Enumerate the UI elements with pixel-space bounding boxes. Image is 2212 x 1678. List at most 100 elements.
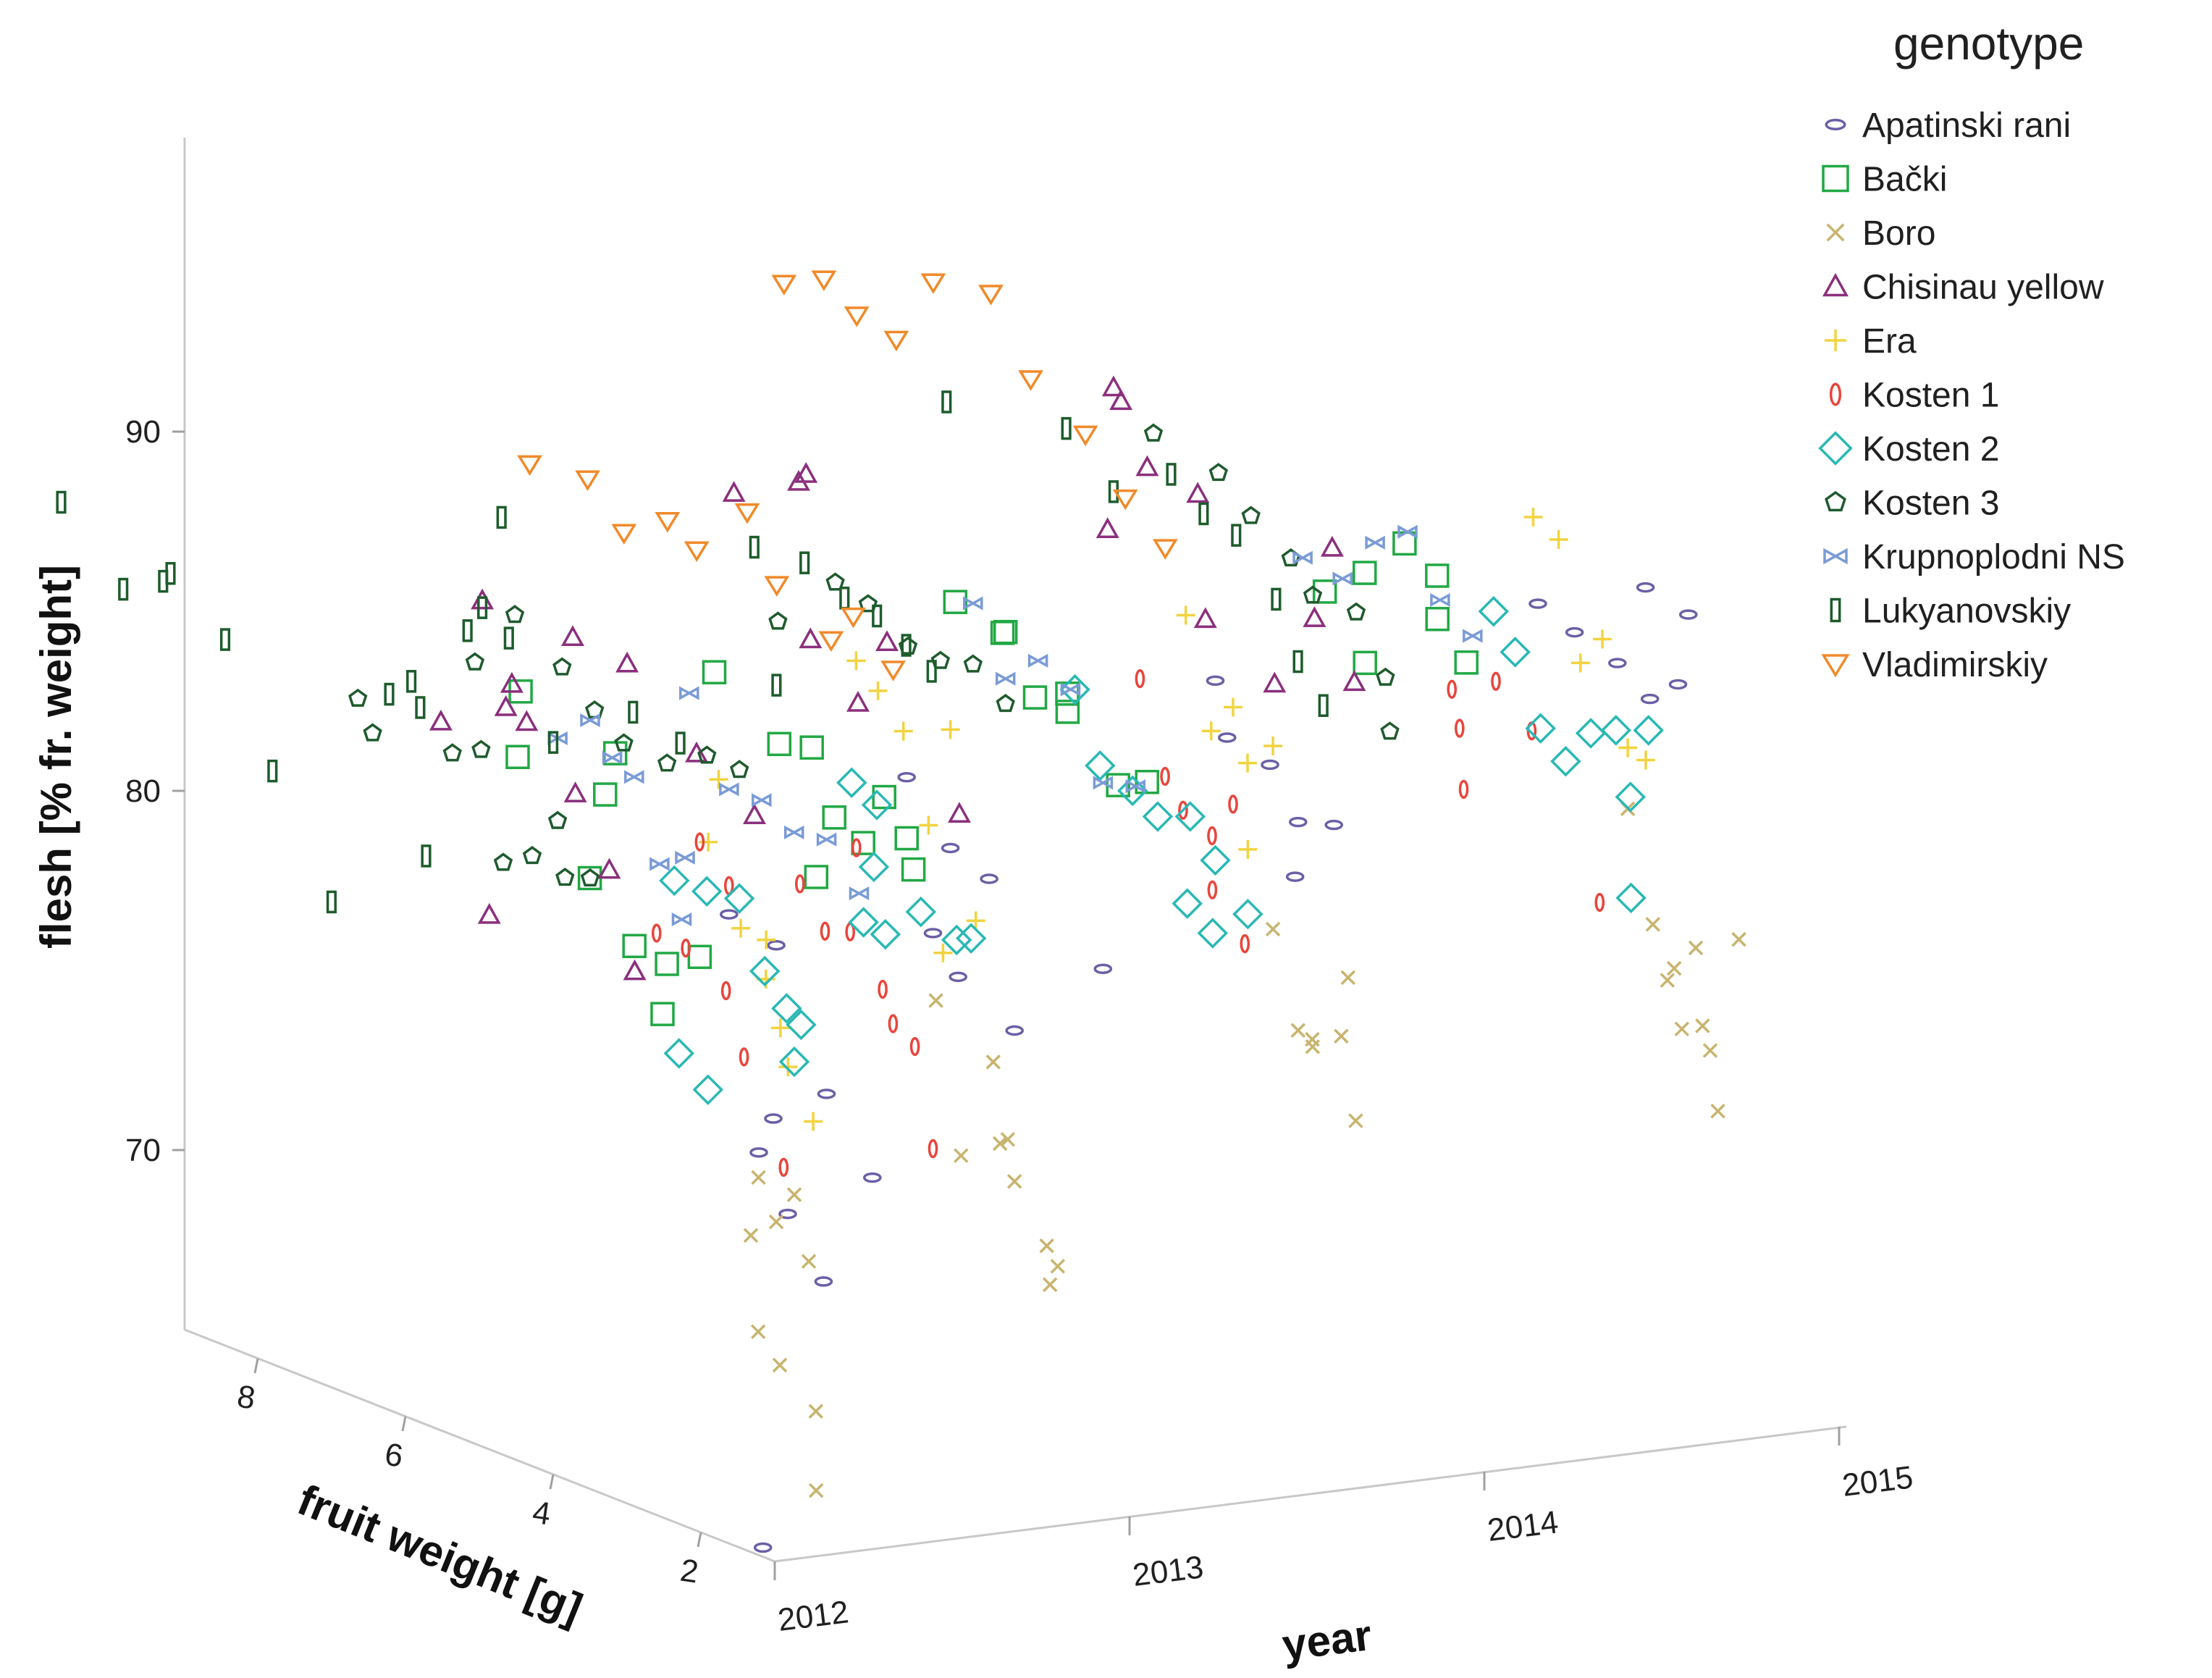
point-chisinau-yellow-18: [875, 630, 899, 651]
series-ba-ki: [505, 531, 1479, 1026]
legend-marker-era: [1825, 330, 1846, 351]
point-chisinau-yellow-28: [1342, 670, 1366, 692]
point-kosten-2-19: [1116, 775, 1148, 807]
point-kosten-1-27: [1594, 892, 1605, 913]
y-tick-label-6: 6: [382, 1437, 405, 1474]
point-kosten-2-28: [1525, 713, 1556, 744]
point-kosten-2-29: [1550, 746, 1581, 777]
point-kosten-3-17: [768, 611, 788, 630]
point-kosten-1-1: [681, 939, 691, 958]
data-points: [56, 270, 1746, 1553]
point-kosten-2-4: [771, 993, 802, 1024]
point-kosten-3-4: [493, 852, 513, 871]
point-lukyanovskiy-23: [901, 634, 912, 657]
point-ba-ki-9: [702, 660, 727, 684]
point-apatinski-rani-27: [1679, 609, 1698, 620]
point-lukyanovskiy-0: [56, 490, 67, 514]
point-ba-ki-30: [1454, 650, 1479, 675]
point-lukyanovskiy-13: [477, 596, 488, 619]
point-krupnoplodni-ns-8: [719, 782, 739, 797]
legend-title: genotype: [1893, 17, 2084, 70]
point-boro-31: [1702, 1043, 1718, 1058]
point-boro-15: [1039, 1238, 1054, 1254]
point-ba-ki-13: [851, 831, 875, 855]
point-ba-ki-5: [650, 1002, 675, 1026]
legend-marker-kosten-3: [1825, 490, 1846, 512]
point-lukyanovskiy-1: [118, 577, 129, 601]
point-era-25: [1618, 738, 1638, 758]
point-kosten-2-23: [1232, 898, 1263, 930]
point-lukyanovskiy-15: [548, 731, 559, 754]
x-axis-title: year: [1279, 1611, 1374, 1670]
point-boro-23: [1340, 970, 1356, 986]
series-krupnoplodni-ns: [547, 524, 1483, 927]
point-boro-13: [992, 1136, 1008, 1151]
point-lukyanovskiy-7: [384, 682, 395, 706]
point-kosten-3-22: [963, 654, 983, 673]
point-kosten-3-2: [442, 743, 462, 762]
point-kosten-1-10: [878, 979, 888, 999]
point-kosten-1-7: [795, 874, 805, 894]
point-apatinski-rani-5: [767, 940, 786, 951]
point-boro-11: [985, 1054, 1001, 1070]
point-apatinski-rani-18: [1285, 871, 1305, 882]
point-vladimirskiy-18: [1112, 489, 1138, 511]
point-boro-1: [786, 1187, 802, 1202]
point-krupnoplodni-ns-19: [1292, 550, 1313, 565]
point-lukyanovskiy-31: [1271, 587, 1282, 611]
legend-label-boro: Boro: [1862, 214, 1935, 253]
legend-label-lukyanovskiy: Lukyanovskiy: [1862, 592, 2071, 631]
point-apatinski-rani-22: [1565, 626, 1584, 638]
point-kosten-3-5: [522, 846, 542, 865]
point-lukyanovskiy-9: [421, 844, 432, 868]
point-apatinski-rani-20: [1324, 819, 1343, 831]
point-kosten-1-16: [1160, 766, 1170, 786]
point-vladimirskiy-7: [818, 631, 844, 653]
point-chisinau-yellow-25: [1193, 607, 1217, 629]
series-kosten-1: [652, 669, 1605, 1177]
point-vladimirskiy-12: [844, 306, 870, 327]
point-chisinau-yellow-27: [1303, 606, 1326, 627]
legend-marker-ba-ki: [1822, 164, 1849, 193]
point-lukyanovskiy-29: [1198, 502, 1209, 526]
series-era: [699, 508, 1655, 1131]
point-kosten-2-5: [786, 1009, 817, 1041]
point-kosten-2-17: [1059, 674, 1090, 705]
point-kosten-2-30: [1575, 718, 1607, 749]
point-kosten-2-27: [1500, 637, 1531, 668]
point-kosten-2-8: [692, 1074, 724, 1105]
point-krupnoplodni-ns-18: [1125, 779, 1146, 794]
point-kosten-3-31: [1380, 721, 1400, 740]
point-kosten-1-24: [1458, 779, 1469, 800]
point-kosten-3-13: [614, 733, 634, 752]
point-kosten-3-0: [348, 688, 368, 707]
point-apatinski-rani-12: [897, 771, 916, 783]
point-chisinau-yellow-15: [787, 469, 810, 491]
series-chisinau-yellow: [429, 375, 1366, 981]
point-boro-26: [1645, 917, 1661, 932]
point-chisinau-yellow-4: [597, 857, 621, 879]
point-boro-2: [768, 1214, 784, 1230]
point-lukyanovskiy-26: [1061, 416, 1072, 440]
point-krupnoplodni-ns-13: [963, 596, 983, 611]
point-lukyanovskiy-17: [675, 731, 686, 755]
point-era-17: [1224, 697, 1242, 717]
point-ba-ki-10: [767, 731, 792, 757]
z-axis-title: flesh [% fr. weight]: [32, 565, 80, 949]
point-vladimirskiy-11: [811, 270, 837, 291]
point-kosten-2-7: [663, 1038, 695, 1069]
point-krupnoplodni-ns-5: [675, 850, 695, 865]
point-krupnoplodni-ns-21: [1365, 535, 1385, 550]
point-krupnoplodni-ns-6: [671, 912, 692, 927]
legend-marker-kosten-2: [1818, 431, 1853, 466]
point-chisinau-yellow-17: [846, 690, 870, 712]
point-ba-ki-27: [1353, 561, 1377, 585]
point-boro-8: [743, 1228, 759, 1243]
point-era-23: [1570, 653, 1590, 673]
z-tick-label-90: 90: [125, 414, 161, 450]
point-kosten-1-19: [1207, 880, 1218, 899]
point-boro-18: [1265, 921, 1281, 937]
x-tick-label-2014: 2014: [1486, 1504, 1560, 1548]
series-vladimirskiy: [517, 270, 1178, 681]
